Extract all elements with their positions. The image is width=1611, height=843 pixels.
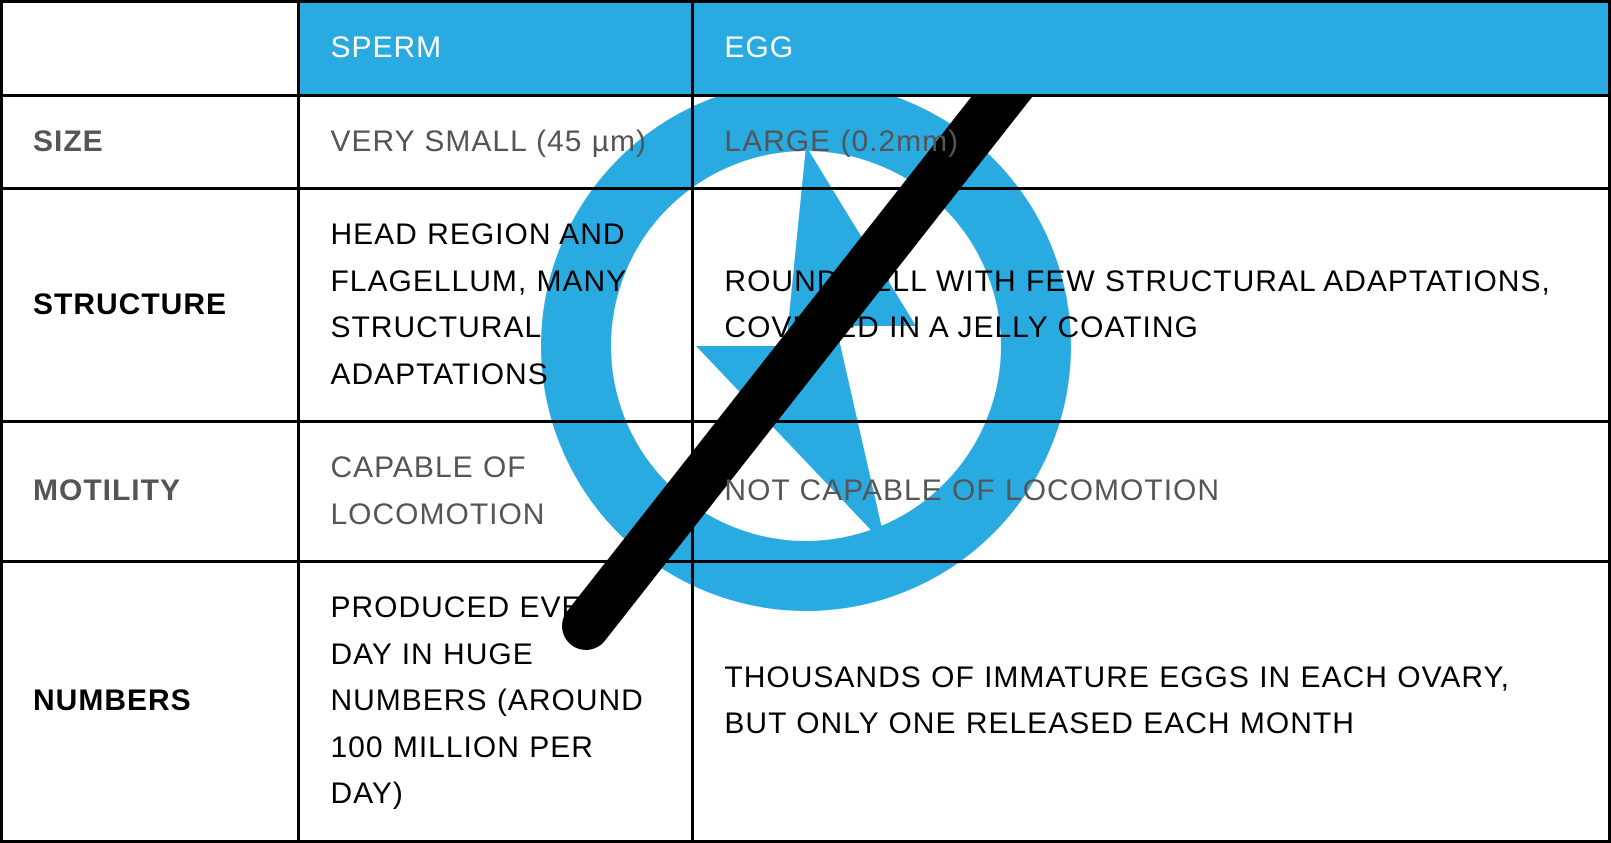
- cell-motility-sperm: CAPABLE OF LOCOMOTION: [299, 422, 693, 562]
- cell-structure-sperm: HEAD REGION AND FLAGELLUM, MANY STRUCTUR…: [299, 189, 693, 422]
- rowhead-size: SIZE: [2, 95, 299, 189]
- cell-structure-egg: ROUND CELL WITH FEW STRUCTURAL ADAPTATIO…: [693, 189, 1610, 422]
- header-egg: EGG: [693, 2, 1610, 96]
- table-row: STRUCTURE HEAD REGION AND FLAGELLUM, MAN…: [2, 189, 1610, 422]
- rowhead-motility: MOTILITY: [2, 422, 299, 562]
- cell-numbers-egg: THOUSANDS OF IMMATURE EGGS IN EACH OVARY…: [693, 562, 1610, 842]
- cell-size-sperm: VERY SMALL (45 µm): [299, 95, 693, 189]
- rowhead-numbers: NUMBERS: [2, 562, 299, 842]
- header-blank: [2, 2, 299, 96]
- cell-numbers-sperm: PRODUCED EVERY DAY IN HUGE NUMBERS (AROU…: [299, 562, 693, 842]
- cell-motility-egg: NOT CAPABLE OF LOCOMOTION: [693, 422, 1610, 562]
- header-sperm: SPERM: [299, 2, 693, 96]
- table-header-row: SPERM EGG: [2, 2, 1610, 96]
- cell-size-egg: LARGE (0.2mm): [693, 95, 1610, 189]
- rowhead-structure: STRUCTURE: [2, 189, 299, 422]
- table-row: MOTILITY CAPABLE OF LOCOMOTION NOT CAPAB…: [2, 422, 1610, 562]
- table-row: SIZE VERY SMALL (45 µm) LARGE (0.2mm): [2, 95, 1610, 189]
- comparison-table: SPERM EGG SIZE VERY SMALL (45 µm) LARGE …: [0, 0, 1611, 843]
- table-row: NUMBERS PRODUCED EVERY DAY IN HUGE NUMBE…: [2, 562, 1610, 842]
